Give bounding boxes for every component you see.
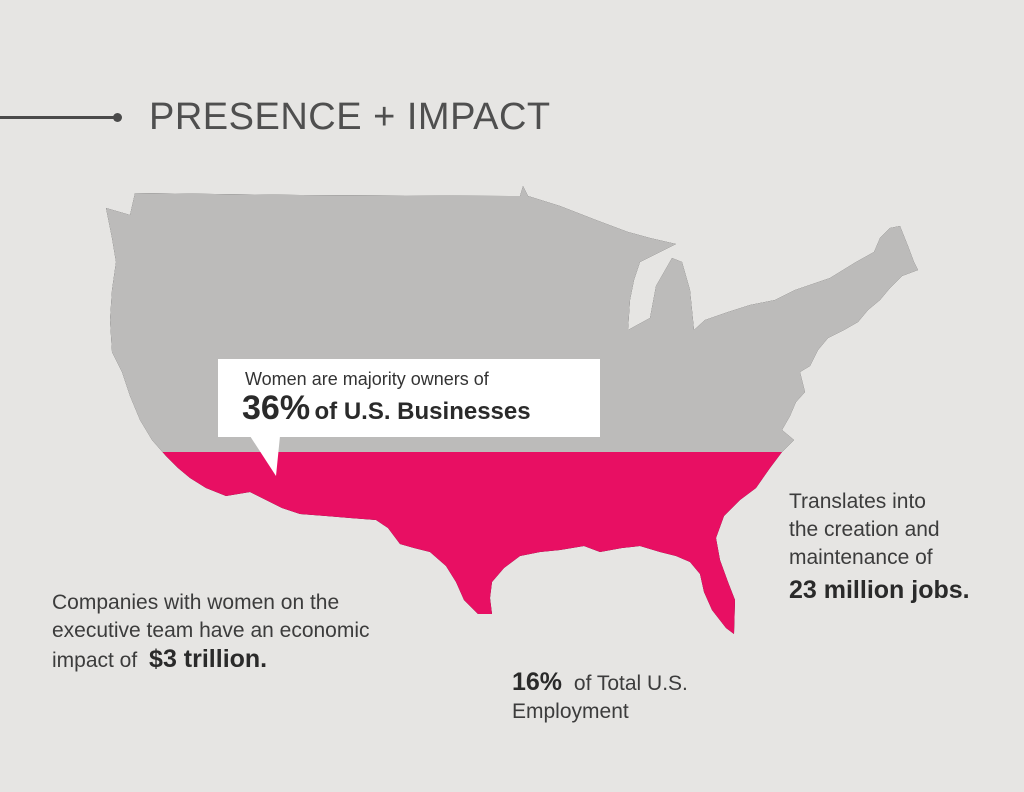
employment-rest: of Total U.S. (573, 672, 688, 695)
page-title: PRESENCE + IMPACT (149, 96, 551, 138)
exec-line1: Companies with women on the (52, 591, 340, 614)
employment-value: 16% (512, 668, 563, 696)
callout-rest: of U.S. Businesses (314, 398, 531, 425)
exec-line3: impact of $3 trillion. (52, 645, 472, 675)
exec-value: $3 trillion. (149, 645, 268, 673)
callout-value: 36% (242, 389, 311, 427)
exec-line2: executive team have an economic (52, 619, 370, 642)
jobs-line2: the creation and (789, 518, 940, 541)
executive-impact-stat: Companies with women on the executive te… (52, 589, 472, 675)
jobs-stat: Translates into the creation and mainten… (789, 488, 1019, 604)
exec-line3-prefix: impact of (52, 649, 138, 672)
title-rule (0, 116, 116, 119)
title-rule-dot (113, 113, 122, 122)
employment-line1: 16% of Total U.S. (512, 668, 772, 698)
jobs-line1: Translates into (789, 490, 926, 513)
jobs-value: 23 million jobs. (789, 576, 970, 604)
jobs-line3: maintenance of (789, 546, 933, 569)
callout-pointer (250, 436, 280, 476)
callout-headline: 36% of U.S. Businesses (242, 389, 531, 428)
employment-stat: 16% of Total U.S. Employment (512, 668, 772, 726)
employment-line2: Employment (512, 700, 629, 723)
callout-intro: Women are majority owners of (245, 369, 489, 389)
majority-owners-callout: Women are majority owners of 36% of U.S.… (218, 359, 600, 437)
